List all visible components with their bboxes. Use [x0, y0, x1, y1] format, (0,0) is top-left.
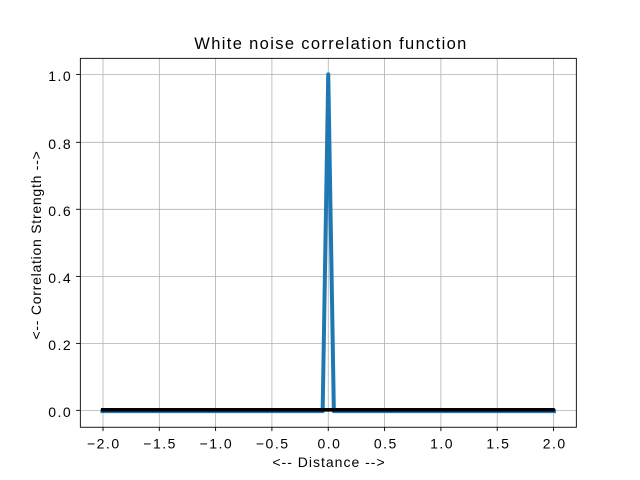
- svg-text:1.0: 1.0: [48, 68, 72, 84]
- svg-text:<-- Distance -->: <-- Distance -->: [272, 454, 385, 470]
- svg-text:0.2: 0.2: [48, 337, 72, 353]
- svg-text:1.5: 1.5: [486, 435, 510, 451]
- svg-text:<-- Correlation Strength -->: <-- Correlation Strength -->: [28, 150, 44, 339]
- svg-text:2.0: 2.0: [543, 435, 567, 451]
- svg-text:−0.5: −0.5: [256, 435, 290, 451]
- svg-text:0.5: 0.5: [374, 435, 398, 451]
- svg-text:1.0: 1.0: [430, 435, 454, 451]
- svg-text:0.0: 0.0: [48, 404, 72, 420]
- svg-text:−2.0: −2.0: [87, 435, 121, 451]
- svg-text:0.4: 0.4: [48, 270, 72, 286]
- svg-text:−1.0: −1.0: [200, 435, 234, 451]
- svg-text:0.8: 0.8: [48, 136, 72, 152]
- svg-text:−1.5: −1.5: [143, 435, 177, 451]
- svg-text:White noise correlation functi: White noise correlation function: [194, 35, 467, 53]
- svg-text:0.6: 0.6: [48, 203, 72, 219]
- svg-text:0.0: 0.0: [317, 435, 341, 451]
